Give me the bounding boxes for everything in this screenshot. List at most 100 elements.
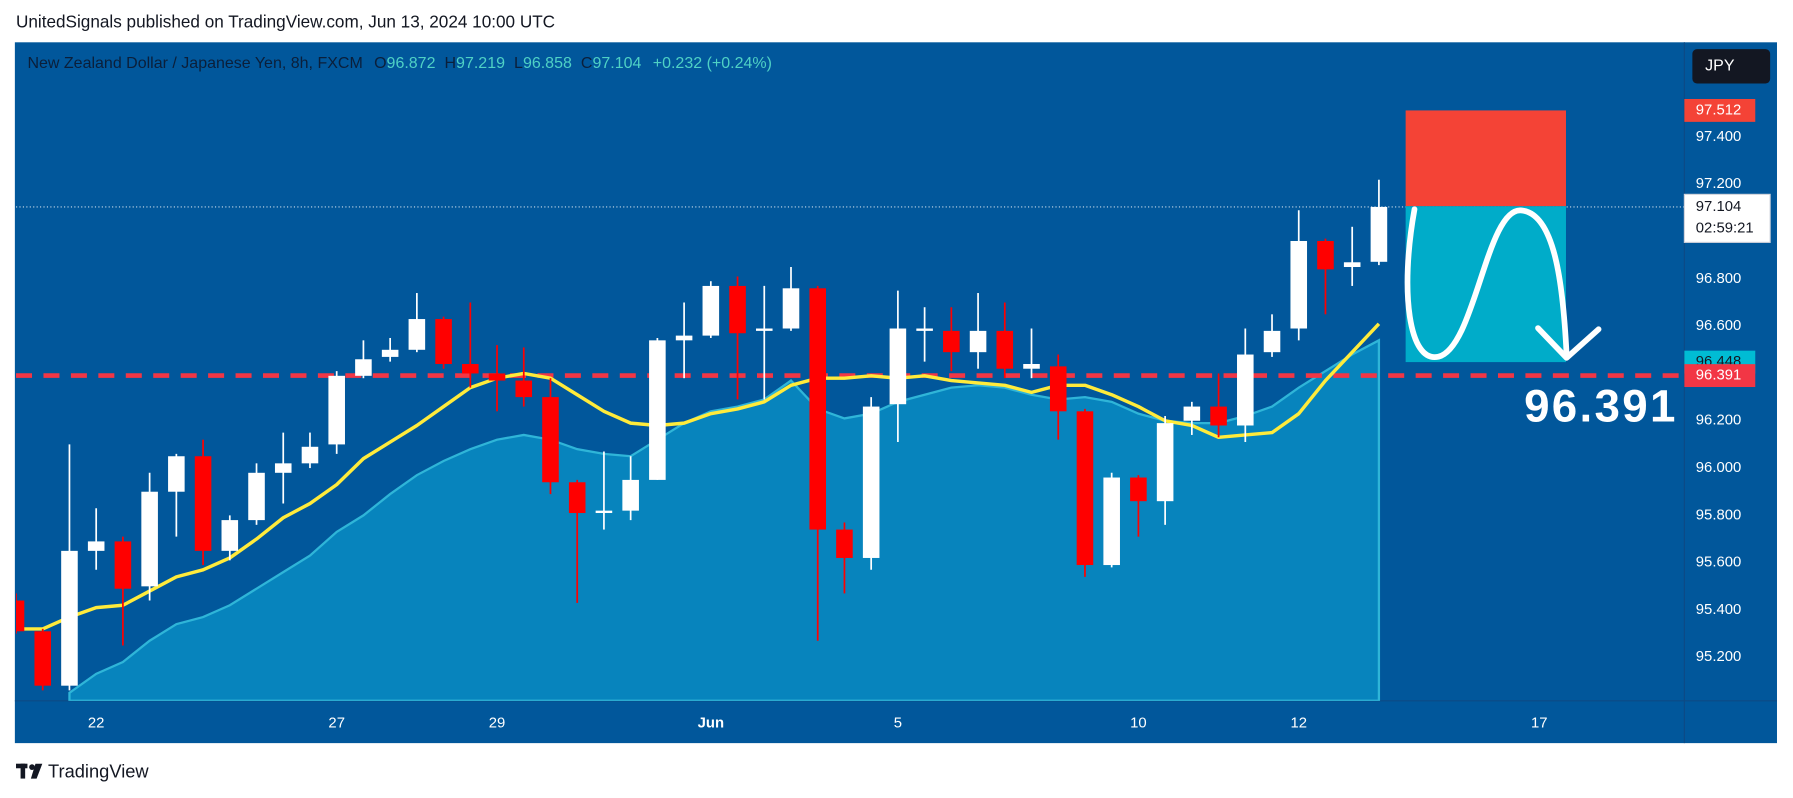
candle-body xyxy=(1103,477,1120,566)
c-value: 97.104 xyxy=(592,55,641,72)
c-label: C xyxy=(581,55,593,72)
h-label: H xyxy=(445,55,457,72)
y-tick-label: 95.800 xyxy=(1696,507,1741,523)
candle-body xyxy=(1290,240,1308,329)
y-tick-label: 95.400 xyxy=(1696,602,1741,618)
plot-area xyxy=(16,110,1685,701)
y-tick-label: 97.200 xyxy=(1696,176,1741,192)
candle-body xyxy=(542,397,559,483)
candle-body xyxy=(595,510,613,514)
candle-body xyxy=(1076,411,1094,566)
candle-body xyxy=(168,456,185,492)
currency-button[interactable] xyxy=(1692,49,1771,84)
y-tick-label: 95.200 xyxy=(1696,649,1741,665)
ma-area xyxy=(68,338,1381,701)
y-tick-label: 96.000 xyxy=(1696,460,1741,476)
candle-body xyxy=(755,328,773,331)
x-tick-label: 10 xyxy=(1130,716,1147,732)
candle-body xyxy=(568,482,586,514)
tradingview-logo xyxy=(16,763,43,779)
candle-body xyxy=(194,456,212,551)
candle-body xyxy=(622,479,639,511)
candle-body xyxy=(996,330,1014,369)
currency-label[interactable]: JPY xyxy=(1705,58,1735,75)
x-tick-label: Jun xyxy=(698,716,724,732)
candle-body xyxy=(381,349,399,357)
candle-body xyxy=(248,472,265,521)
level-price-label-box xyxy=(1684,364,1756,388)
candle-body xyxy=(836,529,853,558)
candle-body xyxy=(862,406,880,558)
candle-body xyxy=(889,328,907,405)
candle-body xyxy=(488,373,506,381)
candle-body xyxy=(355,359,372,376)
target-zone xyxy=(1405,206,1566,363)
stop-price-label: 97.512 xyxy=(1696,102,1741,118)
candle-body xyxy=(435,319,452,364)
ma-line xyxy=(16,322,1381,631)
candle-body xyxy=(729,285,746,334)
l-value: 96.858 xyxy=(523,55,572,72)
candle-body xyxy=(462,363,479,374)
x-tick-label: 5 xyxy=(894,716,902,732)
symbol-title: New Zealand Dollar / Japanese Yen, 8h, F… xyxy=(27,55,362,72)
candle-body xyxy=(649,340,666,480)
x-tick-label: 29 xyxy=(489,716,506,732)
candle-body xyxy=(61,550,78,686)
current-price-label: 97.104 xyxy=(1696,199,1741,215)
y-tick-label: 96.600 xyxy=(1696,318,1741,334)
level-price-label: 96.391 xyxy=(1696,368,1741,384)
candle-body xyxy=(114,541,132,589)
candle-body xyxy=(515,380,533,398)
candle-body xyxy=(34,631,52,686)
x-tick-label: 27 xyxy=(328,716,345,732)
candle-body xyxy=(1343,262,1361,268)
candle-body xyxy=(1130,477,1147,502)
candle-body xyxy=(221,520,239,551)
candle-body xyxy=(675,335,693,341)
current-price-box xyxy=(1683,193,1771,243)
candle-body xyxy=(274,463,292,473)
candle-body xyxy=(782,288,800,329)
publish-header: UnitedSignals published on TradingView.c… xyxy=(16,11,555,31)
y-tick-label: 95.600 xyxy=(1696,555,1741,571)
l-label: L xyxy=(514,55,523,72)
candle-body xyxy=(702,285,720,336)
h-value: 97.219 xyxy=(456,55,505,72)
x-tick-label: 17 xyxy=(1531,716,1548,732)
candle-body xyxy=(408,319,426,350)
drawn-arrow xyxy=(1404,206,1570,360)
candle-body xyxy=(916,328,933,331)
countdown-label: 02:59:21 xyxy=(1696,221,1754,237)
candle-body xyxy=(1049,366,1067,412)
stop-price-label-box xyxy=(1684,98,1756,122)
x-tick-label: 12 xyxy=(1290,716,1307,732)
y-tick-label: 96.200 xyxy=(1696,413,1741,429)
footer-brand: TradingView xyxy=(48,761,149,782)
legend: New Zealand Dollar / Japanese Yen, 8h, F… xyxy=(27,55,772,72)
candle-body xyxy=(969,330,987,353)
x-tick-label: 22 xyxy=(88,716,105,732)
y-tick-label: 96.800 xyxy=(1696,271,1741,287)
candle-body xyxy=(141,491,158,587)
candle-body xyxy=(1210,406,1227,426)
candle-body xyxy=(1156,423,1174,502)
candle-body xyxy=(1023,363,1040,369)
change: +0.232 (+0.24%) xyxy=(653,55,772,72)
o-value: 96.872 xyxy=(387,55,436,72)
logo-part xyxy=(20,763,26,779)
candle-body xyxy=(1237,354,1254,426)
candle-body xyxy=(301,446,319,464)
candle-body xyxy=(1317,240,1334,270)
level-annotation: 96.391 xyxy=(1524,380,1678,431)
candle-body xyxy=(16,600,25,632)
logo-part xyxy=(30,763,43,779)
candle-body xyxy=(328,375,345,445)
axes: 95.20095.40095.60095.80096.00096.20096.4… xyxy=(88,98,1771,732)
logo-part xyxy=(29,764,35,770)
candle-body xyxy=(87,541,105,551)
candle-body xyxy=(809,288,827,530)
o-label: O xyxy=(374,55,386,72)
